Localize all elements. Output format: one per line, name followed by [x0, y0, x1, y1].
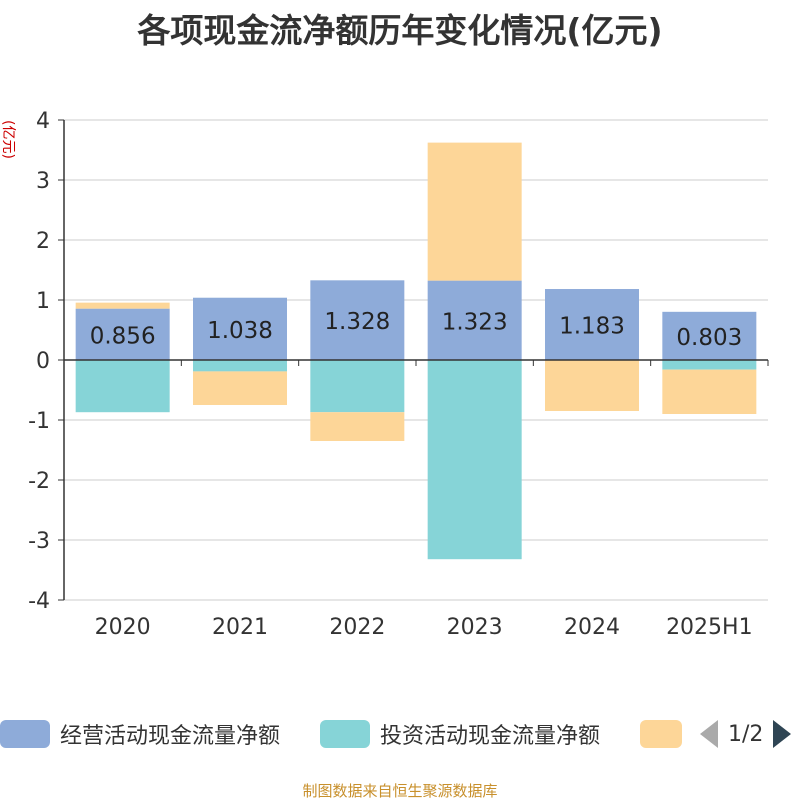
legend-label-operating: 经营活动现金流量净额: [60, 724, 281, 749]
grid-lines: [64, 119, 768, 601]
bar-2021-series-2[interactable]: [193, 371, 287, 405]
x-tick-label: 2025H1: [666, 615, 753, 640]
x-tick-label: 2023: [447, 615, 503, 640]
axes: -4 -3 -2 -1 0 1 2 3 4 2020 2021 2022 2023 2024 2025H1: [28, 109, 769, 640]
data-labels: 0.856 1.038 1.328 1.323 1.183 0.803: [90, 309, 743, 351]
x-tick-label: 2022: [329, 615, 385, 640]
data-label: 1.183: [559, 314, 625, 340]
pager-text: 1/2: [728, 721, 764, 747]
bar-2021-series-0[interactable]: [193, 297, 287, 360]
bar-2024-series-0[interactable]: [545, 289, 639, 360]
bar-2023-series-2[interactable]: [427, 142, 522, 281]
y-tick-label: -2: [28, 469, 50, 494]
data-label: 1.323: [442, 309, 508, 335]
y-tick-label: 1: [36, 289, 50, 314]
x-tick-label: 2024: [564, 615, 620, 640]
y-tick-label: -4: [28, 589, 50, 614]
y-axis-title: (亿元): [0, 120, 16, 159]
legend-item-third[interactable]: [640, 716, 682, 752]
chart-title: 各项现金流净额历年变化情况(亿元): [137, 11, 663, 50]
data-label: 1.038: [207, 318, 273, 344]
bar-2022-series-2[interactable]: [310, 412, 405, 441]
legend-pager: 1/2: [700, 716, 792, 752]
y-tick-label: 4: [36, 109, 50, 134]
x-tick-label: 2021: [212, 615, 268, 640]
data-label: 1.328: [324, 309, 390, 335]
bar-2022-series-0[interactable]: [310, 280, 405, 360]
legend-swatch-third: [640, 720, 682, 748]
legend-swatch-investing: [320, 720, 370, 748]
bar-2025H1-series-0[interactable]: [662, 311, 757, 360]
legend-swatch-operating: [0, 720, 50, 748]
source-note: 制图数据来自恒生聚源数据库: [302, 782, 498, 800]
data-label: 0.856: [90, 323, 156, 349]
y-tick-label: 2: [36, 229, 50, 254]
legend-item-investing[interactable]: 投资活动现金流量净额: [320, 716, 600, 752]
y-tick-label: 3: [36, 169, 50, 194]
legend-item-operating[interactable]: 经营活动现金流量净额: [0, 716, 280, 752]
bar-2023-series-1[interactable]: [427, 360, 522, 560]
y-tick-label: 0: [36, 349, 50, 374]
bar-2024-series-2[interactable]: [545, 360, 639, 411]
x-tick-label: 2020: [95, 615, 151, 640]
bars: [75, 142, 757, 560]
bar-2020-series-2[interactable]: [75, 302, 170, 309]
pager-prev-arrow-icon[interactable]: [700, 720, 718, 748]
bar-2022-series-1[interactable]: [310, 360, 405, 413]
bar-2025H1-series-1[interactable]: [662, 360, 757, 370]
data-label: 0.803: [676, 325, 742, 351]
y-tick-label: -1: [28, 409, 50, 434]
legend-label-investing: 投资活动现金流量净额: [380, 724, 601, 749]
y-tick-label: -3: [28, 529, 50, 554]
bar-2020-series-1[interactable]: [75, 360, 170, 413]
bar-2023-series-0[interactable]: [427, 280, 522, 360]
legend: 经营活动现金流量净额 投资活动现金流量净额 1/2: [0, 716, 800, 756]
bar-2020-series-0[interactable]: [75, 308, 170, 360]
bar-2021-series-1[interactable]: [193, 360, 287, 372]
bar-2025H1-series-2[interactable]: [662, 369, 757, 414]
pager-next-arrow-icon[interactable]: [773, 720, 792, 748]
